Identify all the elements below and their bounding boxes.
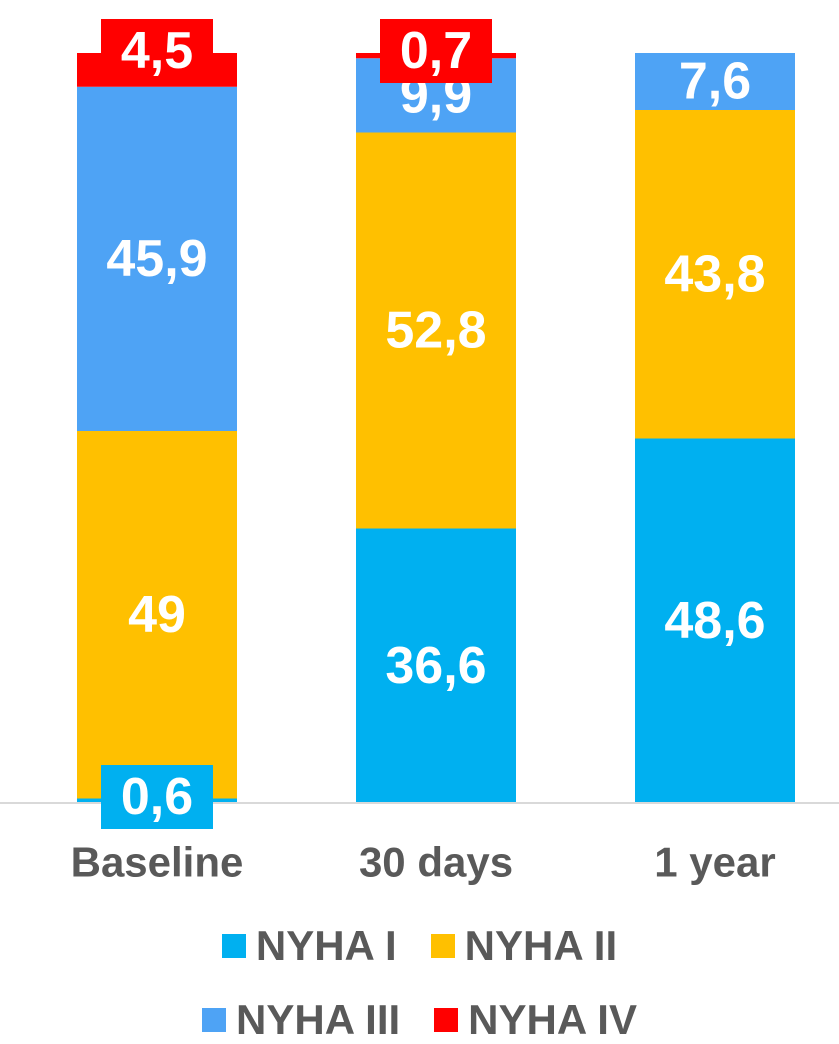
legend-swatch-nyha-iv xyxy=(434,1008,459,1032)
legend-label-nyha-iii: NYHA III xyxy=(236,996,401,1043)
bar-1-year-nyha-ii xyxy=(635,110,795,439)
data-label-baseline-nyha-iv: 4,5 xyxy=(121,22,193,80)
category-label-30-days: 30 days xyxy=(359,839,513,886)
bar-1-year-nyha-i xyxy=(635,438,795,803)
legend-row-2: NYHA III NYHA IV xyxy=(0,996,839,1044)
legend-label-nyha-i: NYHA I xyxy=(255,922,397,969)
data-label-baseline-nyha-i: 0,6 xyxy=(121,768,193,826)
data-label-30-days-nyha-ii: 52,8 xyxy=(385,302,486,360)
bar-baseline-nyha-ii xyxy=(77,431,237,799)
bar-baseline-nyha-iii xyxy=(77,86,237,431)
legend-item-nyha-i: NYHA I xyxy=(221,922,397,970)
bars-group xyxy=(77,53,795,803)
data-label-box-baseline-nyha-i xyxy=(101,765,213,829)
legend-item-nyha-ii: NYHA II xyxy=(430,922,618,970)
legend-swatch-nyha-ii xyxy=(430,934,455,958)
data-label-baseline-nyha-iii: 45,9 xyxy=(106,230,207,288)
legend-swatch-nyha-iii xyxy=(202,1008,227,1032)
data-label-30-days-nyha-iv: 0,7 xyxy=(400,22,472,80)
data-label-box-30-days-nyha-iv xyxy=(380,19,492,83)
bar-30-days-nyha-i xyxy=(356,528,516,803)
data-label-1-year-nyha-ii: 43,8 xyxy=(664,245,765,303)
legend-item-nyha-iii: NYHA III xyxy=(202,996,400,1044)
legend-row-1: NYHA I NYHA II xyxy=(0,922,839,970)
data-label-30-days-nyha-i: 36,6 xyxy=(385,637,486,695)
category-label-baseline: Baseline xyxy=(71,839,244,886)
legend-label-nyha-iv: NYHA IV xyxy=(468,996,637,1043)
legend-item-nyha-iv: NYHA IV xyxy=(434,996,637,1044)
category-labels-group: Baseline 30 days 1 year xyxy=(71,839,776,886)
legend-label-nyha-ii: NYHA II xyxy=(464,922,618,969)
category-label-1-year: 1 year xyxy=(654,839,775,886)
data-label-baseline-nyha-ii: 49 xyxy=(128,586,186,644)
data-label-1-year-nyha-iii: 7,6 xyxy=(679,53,751,111)
data-label-box-baseline-nyha-iv xyxy=(101,19,213,83)
bar-30-days-nyha-ii xyxy=(356,132,516,529)
data-label-1-year-nyha-i: 48,6 xyxy=(664,592,765,650)
bar-1-year-nyha-iii xyxy=(635,53,795,110)
legend-swatch-nyha-i xyxy=(221,934,246,958)
